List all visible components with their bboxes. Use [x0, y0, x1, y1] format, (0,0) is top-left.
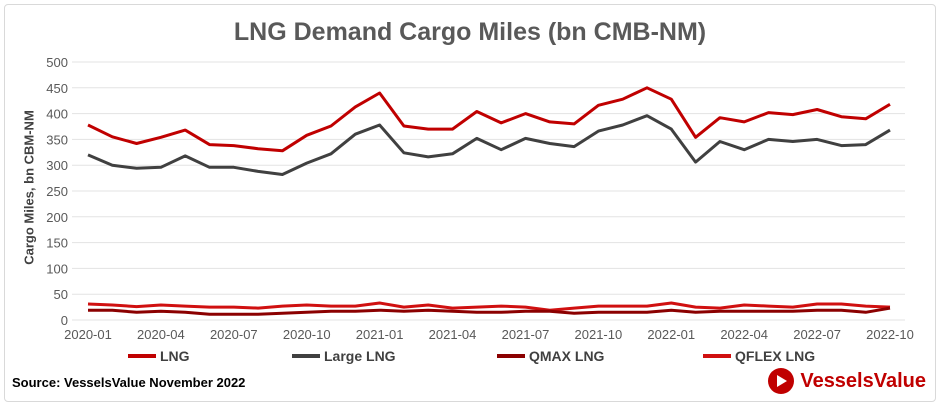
y-tick-label: 50 [54, 287, 68, 302]
y-tick-label: 250 [46, 184, 68, 199]
y-tick-label: 400 [46, 107, 68, 122]
logo-text: VesselsValue [800, 369, 926, 392]
legend-label: Large LNG [324, 348, 396, 364]
source-note: Source: VesselsValue November 2022 [12, 375, 246, 390]
x-tick-label: 2022-01 [647, 327, 695, 342]
x-tick-label: 2022-07 [793, 327, 841, 342]
legend-swatch [703, 354, 731, 358]
vesselsvalue-logo: VesselsValue [768, 368, 926, 394]
chart-frame [4, 4, 936, 402]
y-tick-label: 0 [61, 313, 68, 328]
legend-swatch [128, 354, 156, 358]
logo-mark-icon [768, 368, 795, 394]
y-tick-label: 150 [46, 236, 68, 251]
legend-item: Large LNG [292, 348, 396, 364]
series-line-qflex-lng [87, 301, 891, 312]
x-tick-label: 2022-04 [720, 327, 768, 342]
legend-item: LNG [128, 348, 190, 364]
y-tick-label: 450 [46, 81, 68, 96]
y-tick-label: 100 [46, 261, 68, 276]
y-tick-label: 200 [46, 210, 68, 225]
series-line-large-lng [87, 114, 891, 176]
y-tick-label: 500 [46, 55, 68, 70]
legend-item: QMAX LNG [497, 348, 604, 364]
legend-item: QFLEX LNG [703, 348, 815, 364]
x-tick-label: 2021-10 [575, 327, 623, 342]
x-tick-label: 2020-10 [283, 327, 331, 342]
y-tick-label: 350 [46, 132, 68, 147]
chart-title: LNG Demand Cargo Miles (bn CMB-NM) [233, 18, 707, 46]
x-tick-label: 2020-07 [210, 327, 258, 342]
x-tick-label: 2022-10 [866, 327, 914, 342]
series-line-qmax-lng [88, 306, 891, 316]
series-line-lng [87, 86, 891, 153]
x-tick-label: 2020-01 [64, 327, 112, 342]
legend-swatch [292, 354, 320, 358]
x-tick-label: 2021-07 [502, 327, 550, 342]
legend-swatch [497, 354, 525, 358]
legend-label: LNG [160, 348, 190, 364]
x-tick-label: 2020-04 [137, 327, 185, 342]
legend-label: QFLEX LNG [735, 348, 816, 364]
legend-label: QMAX LNG [529, 348, 605, 364]
x-tick-label: 2021-04 [429, 327, 477, 342]
y-tick-label: 300 [46, 158, 68, 173]
x-tick-label: 2021-01 [356, 327, 404, 342]
